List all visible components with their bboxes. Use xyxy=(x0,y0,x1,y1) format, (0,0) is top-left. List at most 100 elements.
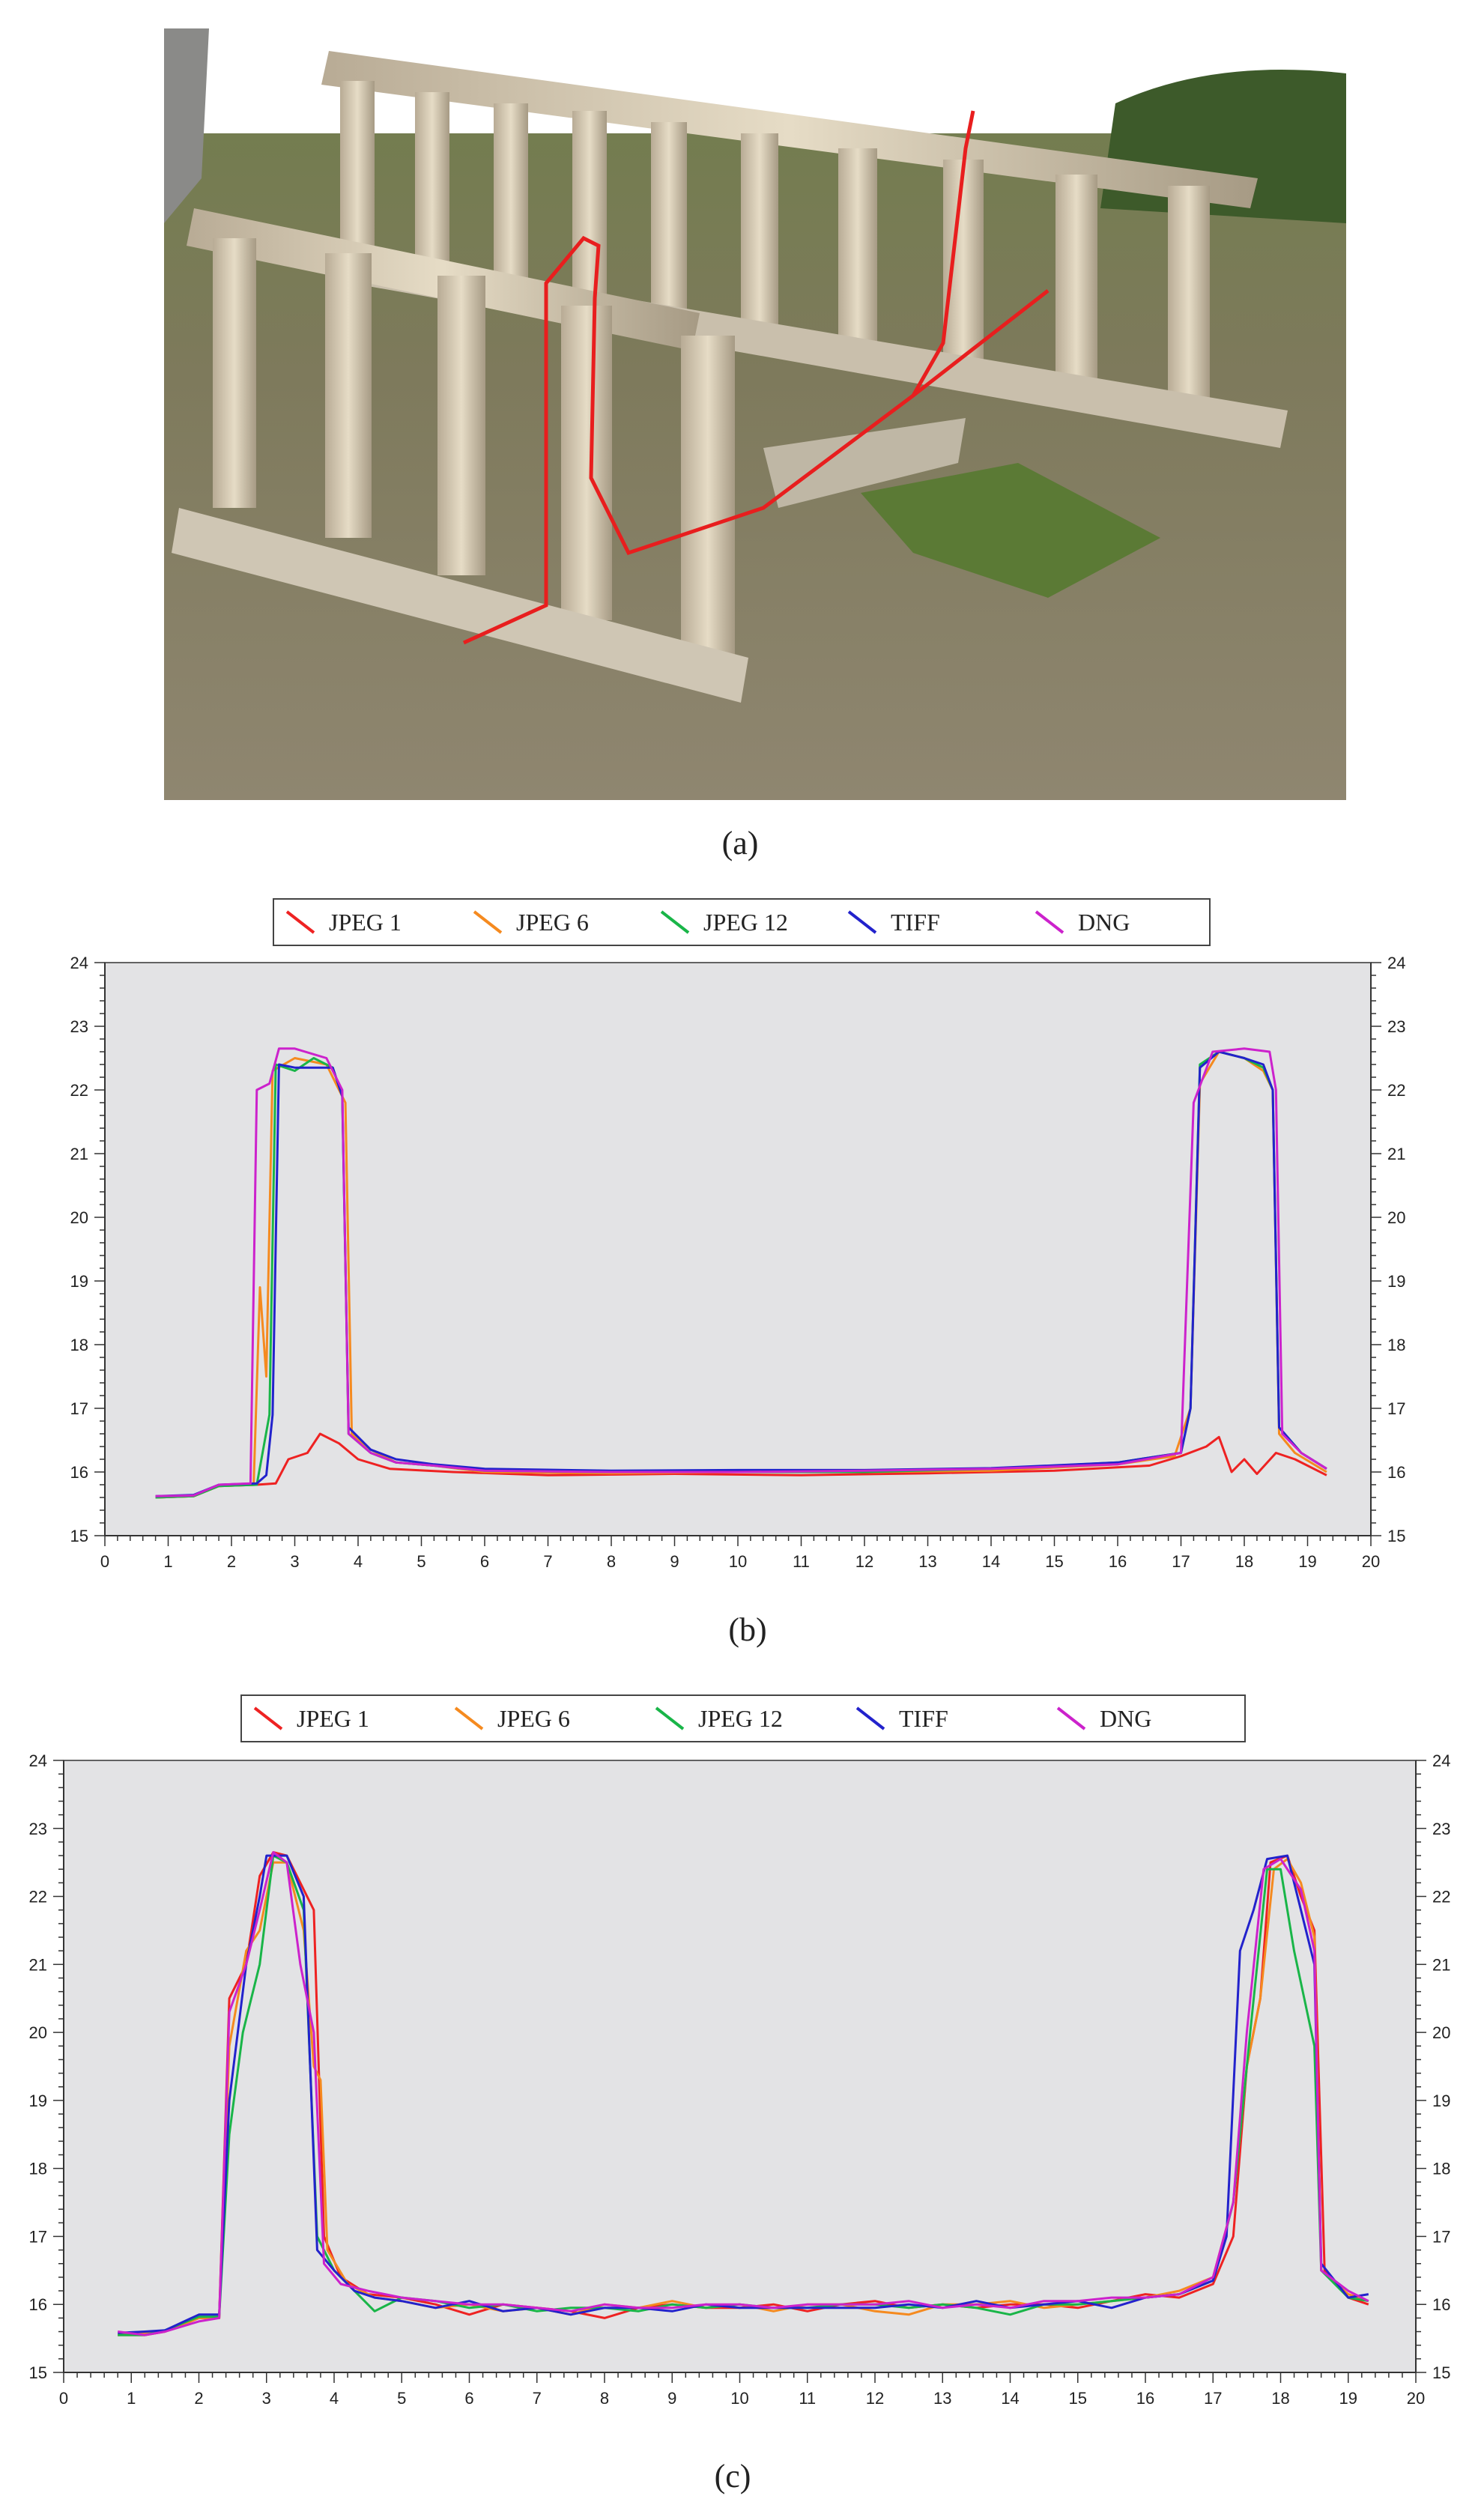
x-tick-label: 19 xyxy=(1339,2389,1357,2408)
y-tick-label-left: 17 xyxy=(29,2227,47,2246)
x-tick-label: 20 xyxy=(1407,2389,1425,2408)
y-tick-label-left: 20 xyxy=(29,2023,47,2042)
x-tick-label: 0 xyxy=(100,1552,109,1571)
y-tick-label-left: 18 xyxy=(29,2160,47,2178)
y-tick-label-right: 19 xyxy=(1432,2092,1450,2110)
x-tick-label: 18 xyxy=(1271,2389,1289,2408)
y-tick-label-right: 22 xyxy=(1432,1888,1450,1906)
x-tick-label: 10 xyxy=(729,1552,747,1571)
y-tick-label-left: 16 xyxy=(29,2295,47,2314)
y-tick-label-left: 22 xyxy=(29,1888,47,1906)
y-tick-label-left: 16 xyxy=(70,1463,88,1482)
x-tick-label: 17 xyxy=(1204,2389,1222,2408)
y-tick-label-left: 18 xyxy=(70,1336,88,1354)
y-tick-label-left: 20 xyxy=(70,1208,88,1227)
x-tick-label: 4 xyxy=(354,1552,363,1571)
y-tick-label-right: 21 xyxy=(1387,1145,1405,1163)
y-tick-label-right: 24 xyxy=(1432,1751,1450,1770)
x-tick-label: 6 xyxy=(480,1552,489,1571)
legend-label-jpeg-6: JPEG 6 xyxy=(516,909,589,936)
legend-swatch-jpeg-12 xyxy=(655,1706,685,1730)
x-tick-label: 2 xyxy=(227,1552,236,1571)
legend-swatch-dng xyxy=(1056,1706,1086,1730)
y-tick-label-right: 16 xyxy=(1387,1463,1405,1482)
series-line-jpeg-1 xyxy=(155,1432,1327,1499)
legend-label-tiff: TIFF xyxy=(891,909,940,936)
x-tick-label: 11 xyxy=(799,2389,816,2408)
x-tick-label: 0 xyxy=(59,2389,68,2408)
front-colonnade xyxy=(172,208,748,703)
y-tick-label-left: 24 xyxy=(70,954,88,972)
x-tick-label: 4 xyxy=(330,2389,339,2408)
caption-b: (b) xyxy=(728,1611,767,1648)
y-tick-label-right: 22 xyxy=(1387,1081,1405,1100)
y-tick-label-left: 23 xyxy=(70,1017,88,1036)
y-tick-label-left: 24 xyxy=(29,1751,47,1770)
y-tick-label-left: 23 xyxy=(29,1820,47,1838)
x-tick-label: 13 xyxy=(933,2389,951,2408)
y-tick-label-right: 20 xyxy=(1432,2023,1450,2042)
y-tick-label-right: 19 xyxy=(1387,1272,1405,1291)
legend-swatch-jpeg-6 xyxy=(454,1706,484,1730)
legend-swatch-jpeg-12 xyxy=(660,910,690,934)
legend-box xyxy=(240,1694,1246,1742)
x-tick-label: 9 xyxy=(667,2389,676,2408)
legend-swatch-tiff xyxy=(855,1706,885,1730)
x-tick-label: 8 xyxy=(600,2389,609,2408)
y-tick-label-left: 17 xyxy=(70,1399,88,1418)
series-line-tiff xyxy=(155,1050,1327,1497)
x-tick-label: 3 xyxy=(262,2389,271,2408)
series-line-dng xyxy=(155,1047,1327,1497)
y-tick-label-left: 15 xyxy=(70,1527,88,1545)
x-tick-label: 19 xyxy=(1298,1552,1316,1571)
x-tick-label: 7 xyxy=(543,1552,552,1571)
y-tick-label-right: 17 xyxy=(1387,1399,1405,1418)
x-tick-label: 3 xyxy=(290,1552,299,1571)
series-line-tiff xyxy=(118,1854,1369,2334)
legend-label-jpeg-1: JPEG 1 xyxy=(329,909,402,936)
y-tick-label-right: 21 xyxy=(1432,1955,1450,1974)
x-tick-label: 18 xyxy=(1235,1552,1253,1571)
y-tick-label-left: 19 xyxy=(29,2092,47,2110)
x-tick-label: 14 xyxy=(1001,2389,1019,2408)
y-tick-label-right: 16 xyxy=(1432,2295,1450,2314)
x-tick-label: 17 xyxy=(1172,1552,1190,1571)
x-tick-label: 12 xyxy=(855,1552,873,1571)
legend-swatch-jpeg-6 xyxy=(473,910,503,934)
legend-label-tiff: TIFF xyxy=(899,1705,948,1732)
y-tick-label-left: 22 xyxy=(70,1081,88,1100)
legend-label-jpeg-12: JPEG 12 xyxy=(698,1705,783,1732)
x-tick-label: 20 xyxy=(1362,1552,1380,1571)
caption-a: (a) xyxy=(721,825,759,861)
x-tick-label: 15 xyxy=(1069,2389,1087,2408)
legend-swatch-tiff xyxy=(847,910,877,934)
x-tick-label: 10 xyxy=(730,2389,748,2408)
y-tick-label-right: 18 xyxy=(1387,1336,1405,1354)
x-tick-label: 14 xyxy=(982,1552,1000,1571)
y-tick-label-right: 20 xyxy=(1387,1208,1405,1227)
x-tick-label: 15 xyxy=(1045,1552,1063,1571)
x-tick-label: 7 xyxy=(533,2389,542,2408)
x-tick-label: 8 xyxy=(607,1552,616,1571)
legend: JPEG 1 JPEG 6 JPEG 12 TIFF DNG xyxy=(273,898,1211,946)
legend-swatch-dng xyxy=(1035,910,1064,934)
y-tick-label-right: 15 xyxy=(1432,2363,1450,2382)
legend-label-dng: DNG xyxy=(1100,1705,1151,1732)
y-tick-label-right: 15 xyxy=(1387,1527,1405,1545)
x-tick-label: 12 xyxy=(866,2389,884,2408)
legend-swatch-jpeg-1 xyxy=(285,910,315,934)
y-tick-label-right: 18 xyxy=(1432,2160,1450,2178)
x-tick-label: 6 xyxy=(464,2389,473,2408)
legend-box xyxy=(273,898,1211,946)
legend-label-dng: DNG xyxy=(1078,909,1130,936)
legend-label-jpeg-6: JPEG 6 xyxy=(497,1705,570,1732)
x-tick-label: 1 xyxy=(163,1552,172,1571)
x-tick-label: 9 xyxy=(670,1552,679,1571)
x-tick-label: 1 xyxy=(127,2389,136,2408)
legend-label-jpeg-1: JPEG 1 xyxy=(297,1705,369,1732)
y-tick-label-left: 19 xyxy=(70,1272,88,1291)
temple-colonnade-point-cloud-photo xyxy=(164,28,1346,800)
profile-line xyxy=(462,110,975,645)
